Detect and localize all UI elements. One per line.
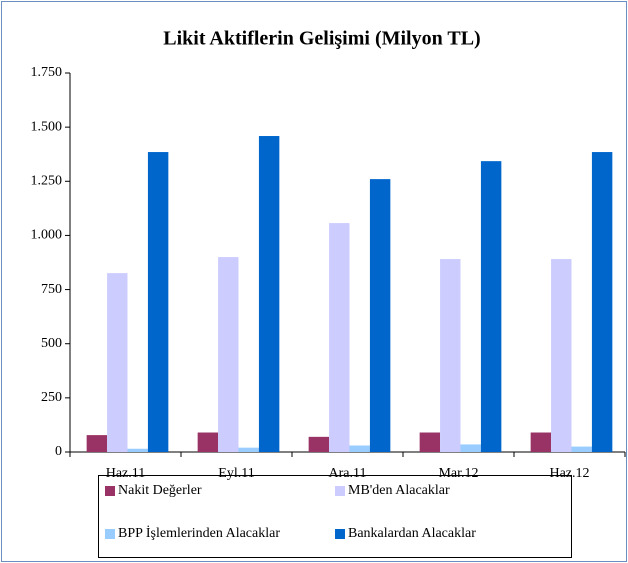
bar xyxy=(147,152,169,452)
y-tick-label: 1.000 xyxy=(31,228,63,243)
y-tick-label: 1.500 xyxy=(31,119,63,134)
bar xyxy=(218,257,239,452)
legend-label: Bankalardan Alacaklar xyxy=(348,526,476,541)
bar xyxy=(591,152,613,452)
bar xyxy=(440,259,461,452)
x-tick-label: Eyl.11 xyxy=(218,466,254,481)
y-tick-label: 0 xyxy=(55,444,62,459)
x-tick-label: Haz.12 xyxy=(549,466,589,481)
y-tick-label: 1.750 xyxy=(31,65,63,80)
y-tick-label: 750 xyxy=(41,282,62,297)
bar xyxy=(419,432,441,452)
legend-swatch xyxy=(105,529,115,539)
bar xyxy=(258,136,280,453)
bar xyxy=(551,259,572,452)
bar xyxy=(571,446,592,452)
legend-swatch xyxy=(335,529,345,539)
bar xyxy=(460,444,481,452)
y-tick-label: 250 xyxy=(41,390,62,405)
bar xyxy=(369,179,391,452)
bar xyxy=(238,447,259,452)
chart-title: Likit Aktiflerin Gelişimi (Milyon TL) xyxy=(163,28,480,50)
y-tick-label: 1.250 xyxy=(31,174,63,189)
legend-swatch xyxy=(335,486,345,496)
legend-label: Nakit Değerler xyxy=(118,483,202,498)
bar xyxy=(197,432,219,452)
x-tick-label: Mar.12 xyxy=(438,466,478,481)
legend-label: MB'den Alacaklar xyxy=(348,483,450,498)
y-tick-label: 500 xyxy=(41,336,62,351)
x-tick-label: Haz.11 xyxy=(106,466,146,481)
legend-swatch xyxy=(105,486,115,496)
x-tick-label: Ara.11 xyxy=(329,466,367,481)
bar xyxy=(329,223,350,452)
bar xyxy=(107,273,128,452)
legend-label: BPP İşlemlerinden Alacaklar xyxy=(118,525,280,541)
bar xyxy=(480,161,502,452)
bar xyxy=(530,432,552,452)
bar xyxy=(349,445,370,452)
bar xyxy=(86,435,108,452)
bar xyxy=(127,448,148,452)
bar xyxy=(308,436,330,452)
